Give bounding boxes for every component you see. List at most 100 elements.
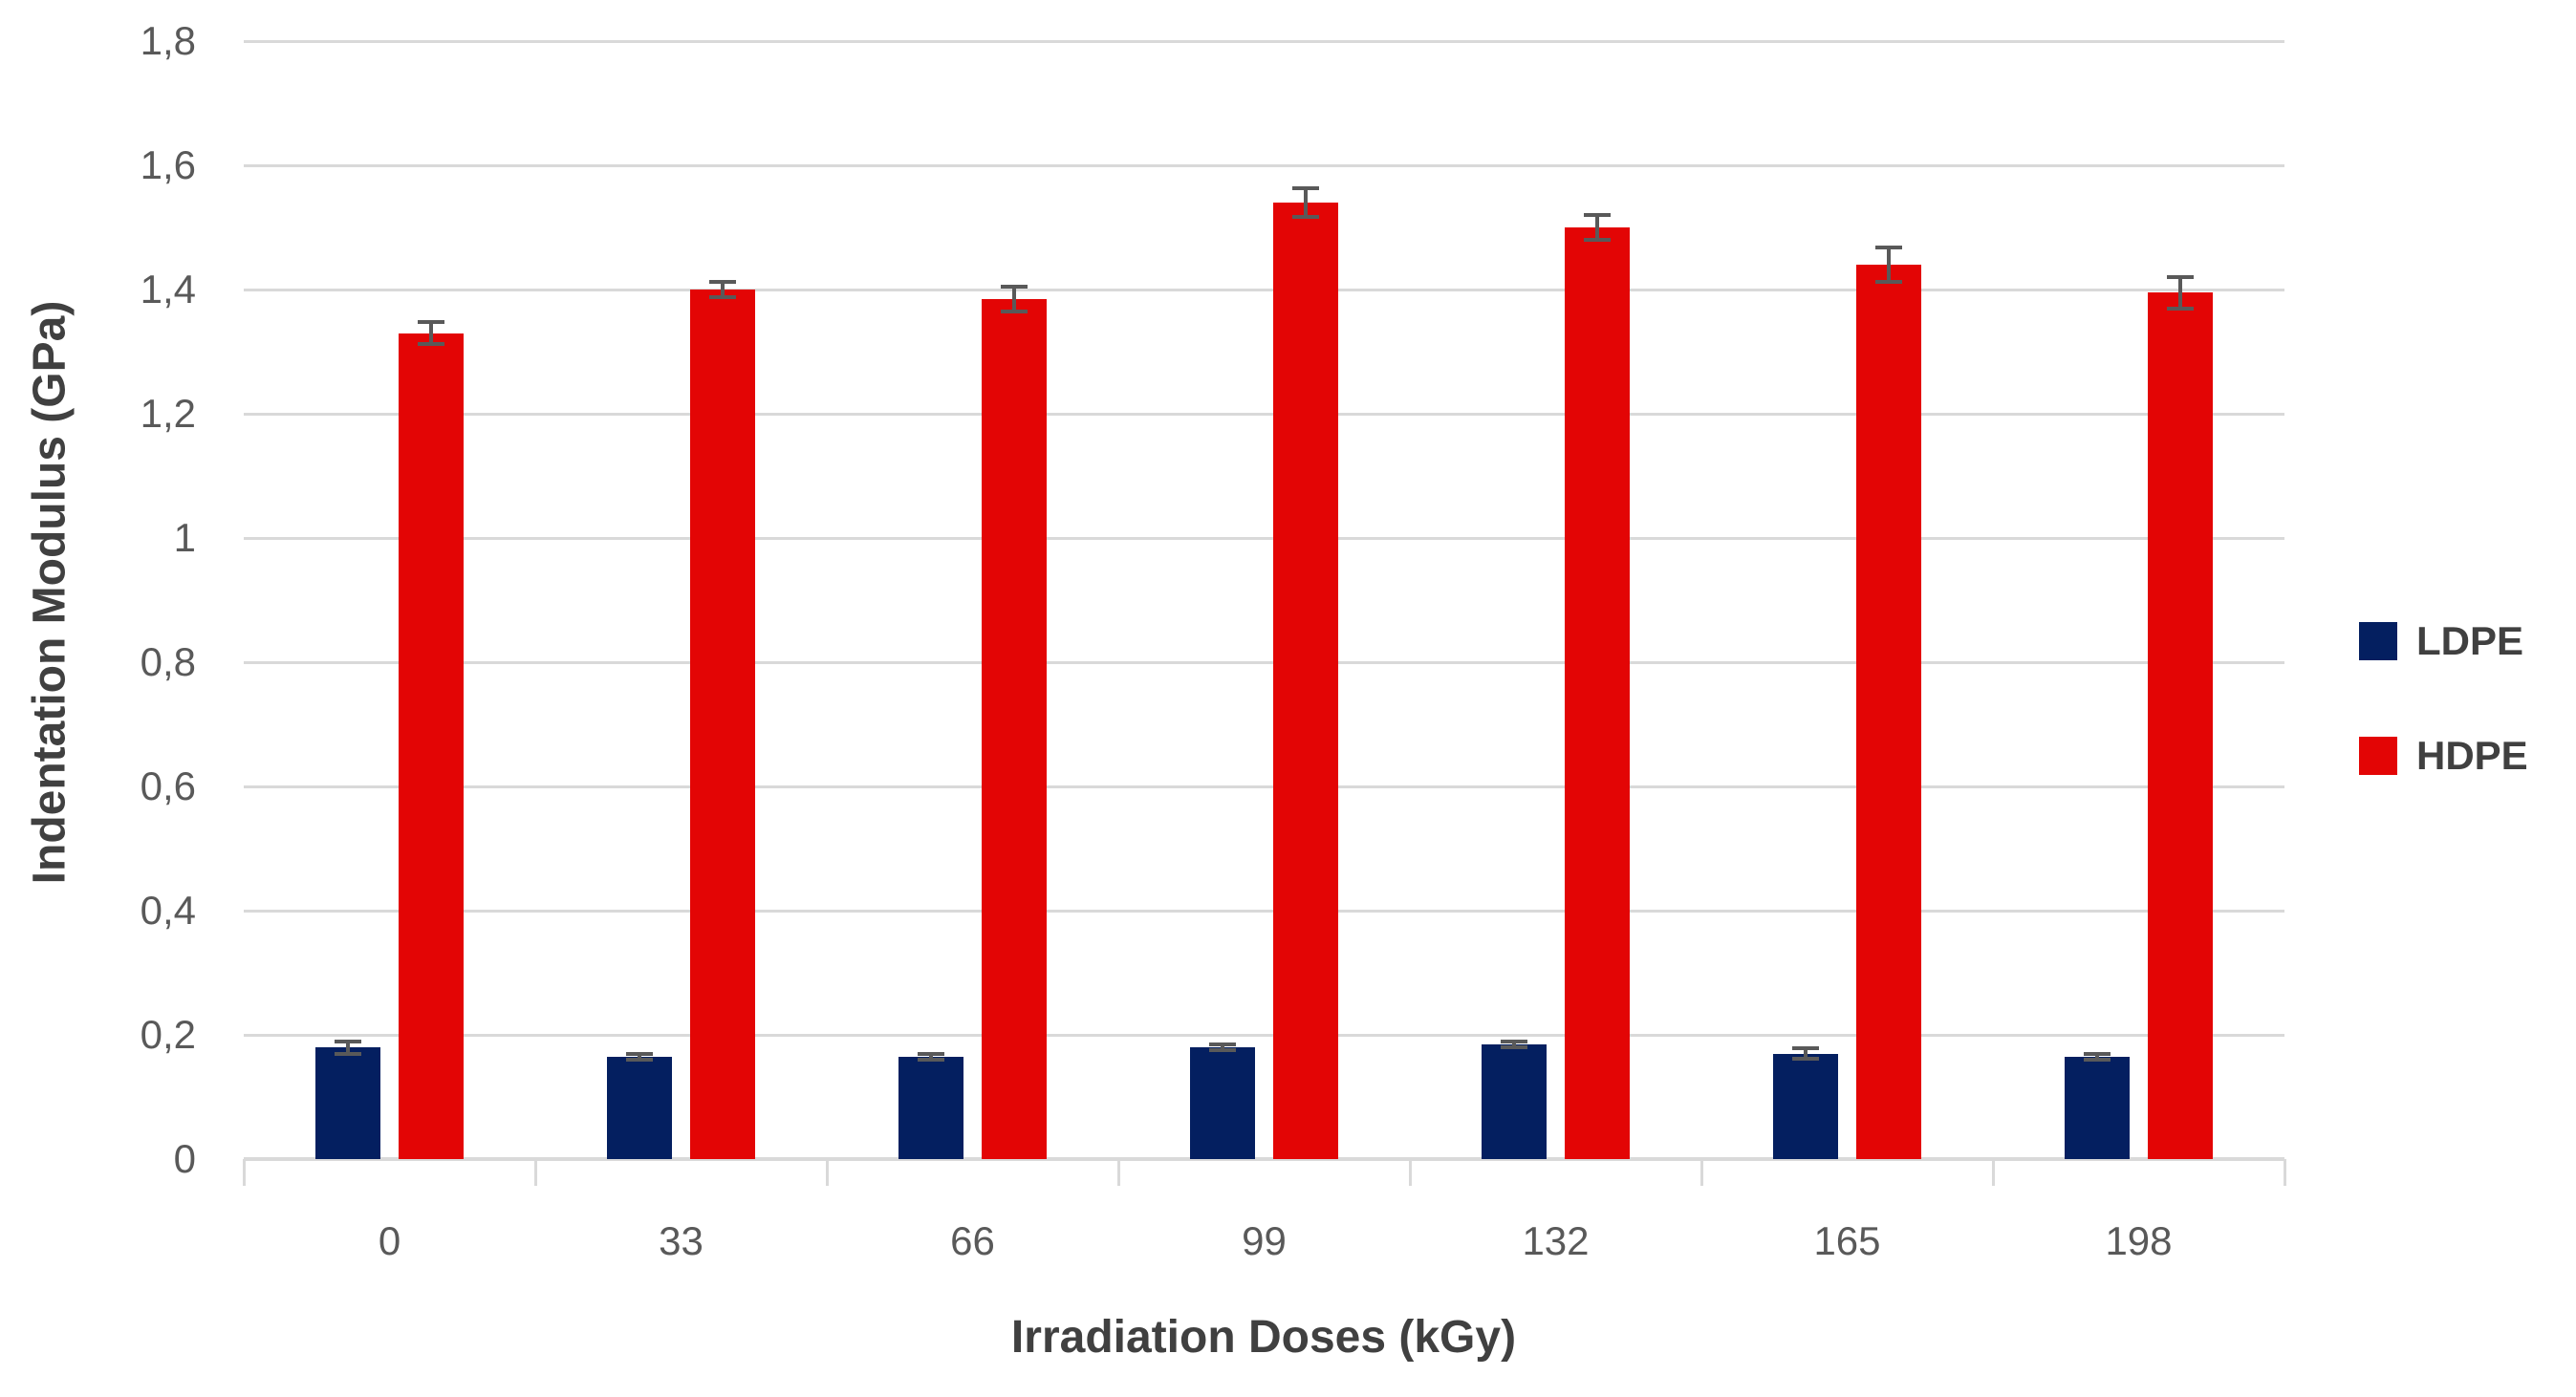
legend-label-hdpe: HDPE xyxy=(2416,733,2528,778)
error-bar-cap xyxy=(335,1051,361,1056)
error-bar-cap xyxy=(1501,1045,1527,1049)
error-bar-line xyxy=(2178,277,2182,309)
legend-item-hdpe: HDPE xyxy=(2359,736,2528,776)
x-tick-label: 132 xyxy=(1522,1218,1590,1263)
error-bar-cap xyxy=(1584,238,1611,242)
x-tick-mark xyxy=(2283,1159,2286,1186)
x-tick-mark xyxy=(533,1159,537,1186)
plot-area xyxy=(244,39,2284,1161)
x-axis-line xyxy=(244,1157,2284,1161)
gridline xyxy=(244,163,2284,167)
error-bar-cap xyxy=(418,319,444,324)
x-tick-label: 198 xyxy=(2105,1218,2173,1263)
gridline xyxy=(244,536,2284,540)
bar-ldpe xyxy=(2065,1056,2130,1159)
y-tick-label: 1,4 xyxy=(140,267,196,312)
error-bar-cap xyxy=(1292,214,1319,219)
error-bar-cap xyxy=(1209,1048,1236,1053)
legend: LDPE HDPE xyxy=(2359,621,2528,776)
gridline xyxy=(244,784,2284,788)
error-bar-line xyxy=(721,282,725,297)
y-tick-label: 1 xyxy=(173,515,196,560)
error-bar-cap xyxy=(2167,275,2194,279)
error-bar-cap xyxy=(1001,284,1028,289)
x-tick-mark xyxy=(1408,1159,1412,1186)
legend-swatch-ldpe xyxy=(2359,622,2397,660)
error-bar-line xyxy=(1887,247,1891,283)
error-bar-cap xyxy=(2084,1051,2111,1056)
x-tick-label: 33 xyxy=(659,1218,704,1263)
y-tick-label: 1,2 xyxy=(140,391,196,436)
error-bar-line xyxy=(429,321,433,345)
y-tick-label: 0,2 xyxy=(140,1012,196,1057)
gridline xyxy=(244,39,2284,43)
error-bar-line xyxy=(2095,1053,2099,1060)
x-tick-label: 99 xyxy=(1242,1218,1287,1263)
error-bar-cap xyxy=(418,342,444,347)
bar-hdpe xyxy=(399,333,464,1159)
y-axis-title: Indentation Modulus (GPa) xyxy=(24,300,76,885)
x-axis-title: Irradiation Doses (kGy) xyxy=(1010,1312,1517,1363)
error-bar-cap xyxy=(626,1051,653,1056)
bar-hdpe xyxy=(1565,227,1630,1159)
error-bar-cap xyxy=(335,1039,361,1043)
error-bar-cap xyxy=(1792,1046,1819,1051)
y-tick-label: 1,8 xyxy=(140,18,196,63)
error-bar-cap xyxy=(918,1051,944,1056)
gridline xyxy=(244,660,2284,664)
error-bar-cap xyxy=(1875,245,1902,249)
error-bar-line xyxy=(929,1053,933,1060)
legend-swatch-hdpe xyxy=(2359,737,2397,775)
error-bar-line xyxy=(346,1041,350,1054)
bar-hdpe xyxy=(1856,265,1921,1159)
x-tick-mark xyxy=(1991,1159,1995,1186)
legend-item-ldpe: LDPE xyxy=(2359,621,2528,661)
y-tick-label: 0,8 xyxy=(140,639,196,684)
bar-hdpe xyxy=(690,290,755,1159)
x-tick-mark xyxy=(825,1159,829,1186)
y-tick-label: 0,6 xyxy=(140,763,196,808)
bar-hdpe xyxy=(1273,203,1338,1159)
x-tick-mark xyxy=(1116,1159,1120,1186)
y-tick-label: 1,6 xyxy=(140,142,196,187)
error-bar-cap xyxy=(1292,186,1319,191)
y-tick-label: 0,4 xyxy=(140,888,196,933)
gridline xyxy=(244,288,2284,291)
error-bar-line xyxy=(1304,188,1308,217)
bar-ldpe xyxy=(607,1056,672,1159)
error-bar-cap xyxy=(1209,1042,1236,1046)
bar-hdpe xyxy=(982,298,1047,1159)
error-bar-cap xyxy=(1875,280,1902,285)
x-tick-label: 165 xyxy=(1813,1218,1881,1263)
bar-ldpe xyxy=(898,1056,963,1159)
error-bar-cap xyxy=(1001,309,1028,313)
gridline xyxy=(244,909,2284,913)
bar-hdpe xyxy=(2148,292,2213,1159)
bar-ldpe xyxy=(1773,1053,1838,1159)
bar-ldpe xyxy=(1482,1043,1547,1159)
gridline xyxy=(244,1033,2284,1037)
error-bar-cap xyxy=(1584,213,1611,217)
x-tick-label: 66 xyxy=(950,1218,995,1263)
legend-label-ldpe: LDPE xyxy=(2416,618,2524,663)
error-bar-line xyxy=(1221,1043,1224,1051)
error-bar-cap xyxy=(709,294,736,299)
error-bar-cap xyxy=(1792,1056,1819,1061)
error-bar-cap xyxy=(918,1058,944,1062)
y-tick-label: 0 xyxy=(173,1136,196,1181)
error-bar-line xyxy=(1804,1048,1808,1059)
error-bar-cap xyxy=(2084,1058,2111,1062)
error-bar-line xyxy=(1512,1041,1516,1047)
x-tick-mark xyxy=(1699,1159,1703,1186)
gridline xyxy=(244,412,2284,416)
error-bar-cap xyxy=(1501,1039,1527,1043)
error-bar-cap xyxy=(626,1058,653,1062)
x-tick-mark xyxy=(242,1159,246,1186)
bar-ldpe xyxy=(1190,1047,1255,1159)
error-bar-cap xyxy=(709,280,736,285)
bar-ldpe xyxy=(315,1047,380,1159)
x-tick-label: 0 xyxy=(378,1218,401,1263)
error-bar-cap xyxy=(2167,306,2194,311)
error-bar-line xyxy=(1595,215,1599,240)
